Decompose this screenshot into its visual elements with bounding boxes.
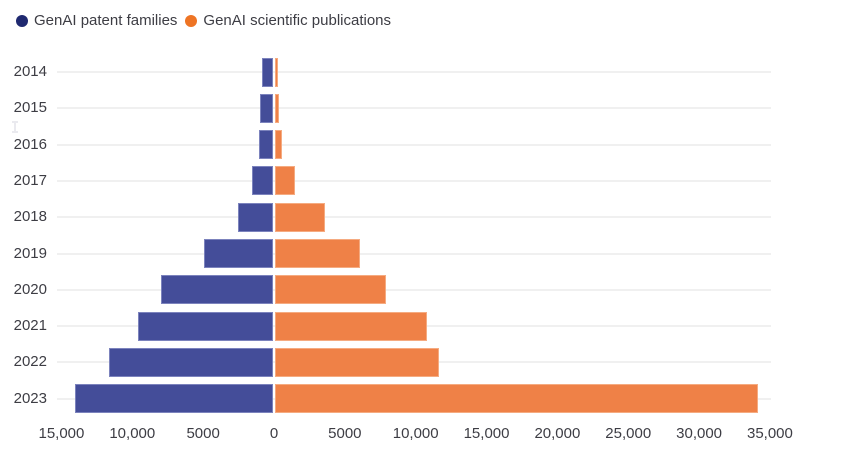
x-axis-tick-label: 30,000 bbox=[676, 425, 723, 442]
row-gridline bbox=[57, 71, 771, 73]
year-axis-label: 2019 bbox=[13, 244, 47, 262]
x-axis-tick-label: 0 bbox=[269, 425, 279, 442]
x-axis-tick-label: 20,000 bbox=[534, 425, 581, 442]
x-axis-tick-label: 10,000 bbox=[392, 425, 439, 442]
row-gridline bbox=[57, 252, 771, 255]
scientific-publications-bar-2023 bbox=[275, 384, 759, 414]
patent-families-bar-2017 bbox=[252, 166, 273, 196]
year-axis-label: 2020 bbox=[13, 280, 47, 298]
x-axis-tick-label: 5000 bbox=[328, 425, 362, 442]
scientific-publications-bar-2020 bbox=[275, 275, 387, 305]
patent-families-bar-2014 bbox=[262, 57, 273, 87]
year-axis-label: 2014 bbox=[13, 63, 47, 80]
scientific-publications-bar-2017 bbox=[275, 166, 295, 196]
year-axis-label: 2018 bbox=[13, 208, 47, 226]
year-axis-label: 2021 bbox=[13, 317, 47, 335]
patent-families-bar-2018 bbox=[237, 202, 273, 232]
scientific-publications-bar-2021 bbox=[275, 311, 427, 341]
patent-families-bar-2015 bbox=[260, 93, 273, 123]
scientific-publications-bar-2014 bbox=[275, 57, 278, 87]
x-axis-tick-label: 35,000 bbox=[746, 425, 793, 442]
patent-families-bar-2023 bbox=[74, 384, 273, 414]
scientific-publications-bar-2019 bbox=[275, 239, 361, 268]
row-gridline bbox=[57, 143, 771, 146]
year-axis-label: 2022 bbox=[13, 353, 47, 371]
legend-item-patent-families[interactable]: GenAI patent families bbox=[16, 12, 177, 29]
scientific-publications-bar-2016 bbox=[275, 130, 282, 160]
x-axis-tick-label: 25,000 bbox=[605, 425, 652, 442]
patent-families-bar-2021 bbox=[138, 311, 273, 341]
x-axis-tick-label: 10,000 bbox=[109, 425, 156, 442]
patent-families-bar-2020 bbox=[161, 275, 273, 305]
year-axis-label: 2016 bbox=[13, 135, 47, 153]
row-gridline bbox=[57, 107, 771, 110]
x-axis-tick-label: 5000 bbox=[186, 425, 220, 442]
scientific-publications-dot-icon bbox=[185, 14, 198, 27]
chart-legend: GenAI patent families GenAI scientific p… bbox=[16, 12, 391, 29]
legend-label-scientific-publications: GenAI scientific publications bbox=[203, 12, 392, 29]
legend-item-scientific-publications[interactable]: GenAI scientific publications bbox=[185, 12, 391, 29]
x-axis-tick-label: 15,000 bbox=[38, 425, 85, 442]
x-axis-tick-label: 15,000 bbox=[463, 425, 510, 442]
patent-families-bar-2019 bbox=[203, 239, 273, 268]
patent-families-bar-2016 bbox=[258, 130, 273, 160]
scientific-publications-bar-2022 bbox=[275, 347, 439, 377]
year-axis-label: 2023 bbox=[13, 389, 47, 407]
scientific-publications-bar-2018 bbox=[275, 202, 326, 232]
legend-label-patent-families: GenAI patent families bbox=[34, 12, 178, 29]
text-cursor-artifact bbox=[12, 121, 18, 133]
row-gridline bbox=[57, 216, 771, 219]
row-gridline bbox=[57, 288, 771, 291]
patent-families-bar-2022 bbox=[108, 347, 273, 377]
patent-families-dot-icon bbox=[16, 14, 28, 27]
scientific-publications-bar-2015 bbox=[275, 93, 279, 123]
year-axis-label: 2017 bbox=[13, 171, 47, 189]
year-axis-label: 2015 bbox=[13, 99, 47, 117]
row-gridline bbox=[57, 179, 771, 182]
